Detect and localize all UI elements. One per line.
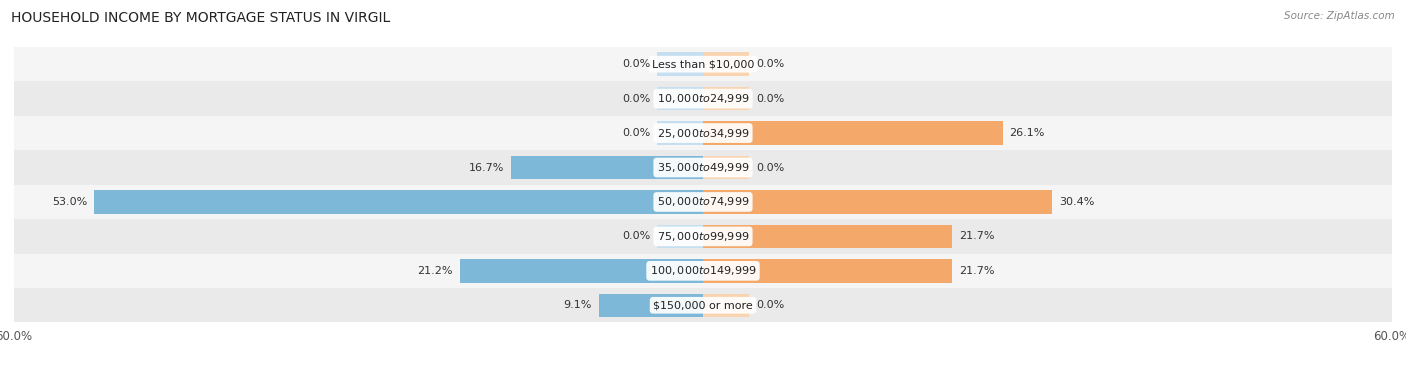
- Text: HOUSEHOLD INCOME BY MORTGAGE STATUS IN VIRGIL: HOUSEHOLD INCOME BY MORTGAGE STATUS IN V…: [11, 11, 391, 25]
- Bar: [703, 87, 749, 110]
- Bar: [14, 254, 1392, 288]
- Bar: [14, 185, 1392, 219]
- Text: 0.0%: 0.0%: [756, 300, 785, 310]
- Text: 0.0%: 0.0%: [756, 59, 785, 69]
- Text: $50,000 to $74,999: $50,000 to $74,999: [657, 195, 749, 208]
- Bar: [703, 52, 749, 76]
- Bar: [14, 219, 1392, 254]
- Text: $10,000 to $24,999: $10,000 to $24,999: [657, 92, 749, 105]
- Text: 9.1%: 9.1%: [564, 300, 592, 310]
- Text: 21.2%: 21.2%: [418, 266, 453, 276]
- Text: 21.7%: 21.7%: [959, 266, 994, 276]
- Bar: [14, 288, 1392, 322]
- Bar: [14, 150, 1392, 185]
- Bar: [703, 225, 952, 248]
- Text: 0.0%: 0.0%: [621, 128, 650, 138]
- Text: $150,000 or more: $150,000 or more: [654, 300, 752, 310]
- Bar: [703, 294, 749, 317]
- Bar: [657, 121, 703, 145]
- Bar: [14, 81, 1392, 116]
- Bar: [657, 225, 703, 248]
- Text: $100,000 to $149,999: $100,000 to $149,999: [650, 264, 756, 277]
- Text: 26.1%: 26.1%: [1010, 128, 1045, 138]
- Text: Less than $10,000: Less than $10,000: [652, 59, 754, 69]
- Bar: [703, 259, 952, 282]
- Bar: [14, 47, 1392, 81]
- Text: $75,000 to $99,999: $75,000 to $99,999: [657, 230, 749, 243]
- Bar: [703, 121, 1002, 145]
- Text: Source: ZipAtlas.com: Source: ZipAtlas.com: [1284, 11, 1395, 21]
- Bar: [512, 156, 703, 179]
- Text: 0.0%: 0.0%: [621, 59, 650, 69]
- Bar: [703, 156, 749, 179]
- Bar: [94, 190, 703, 214]
- Text: 0.0%: 0.0%: [756, 162, 785, 173]
- Legend: Without Mortgage, With Mortgage: Without Mortgage, With Mortgage: [568, 374, 838, 377]
- Bar: [460, 259, 703, 282]
- Text: 16.7%: 16.7%: [470, 162, 505, 173]
- Text: 0.0%: 0.0%: [621, 93, 650, 104]
- Bar: [657, 52, 703, 76]
- Bar: [14, 116, 1392, 150]
- Text: 30.4%: 30.4%: [1059, 197, 1094, 207]
- Text: $25,000 to $34,999: $25,000 to $34,999: [657, 127, 749, 139]
- Text: $35,000 to $49,999: $35,000 to $49,999: [657, 161, 749, 174]
- Bar: [703, 190, 1052, 214]
- Text: 21.7%: 21.7%: [959, 231, 994, 241]
- Bar: [599, 294, 703, 317]
- Text: 0.0%: 0.0%: [621, 231, 650, 241]
- Text: 53.0%: 53.0%: [52, 197, 87, 207]
- Text: 0.0%: 0.0%: [756, 93, 785, 104]
- Bar: [657, 87, 703, 110]
